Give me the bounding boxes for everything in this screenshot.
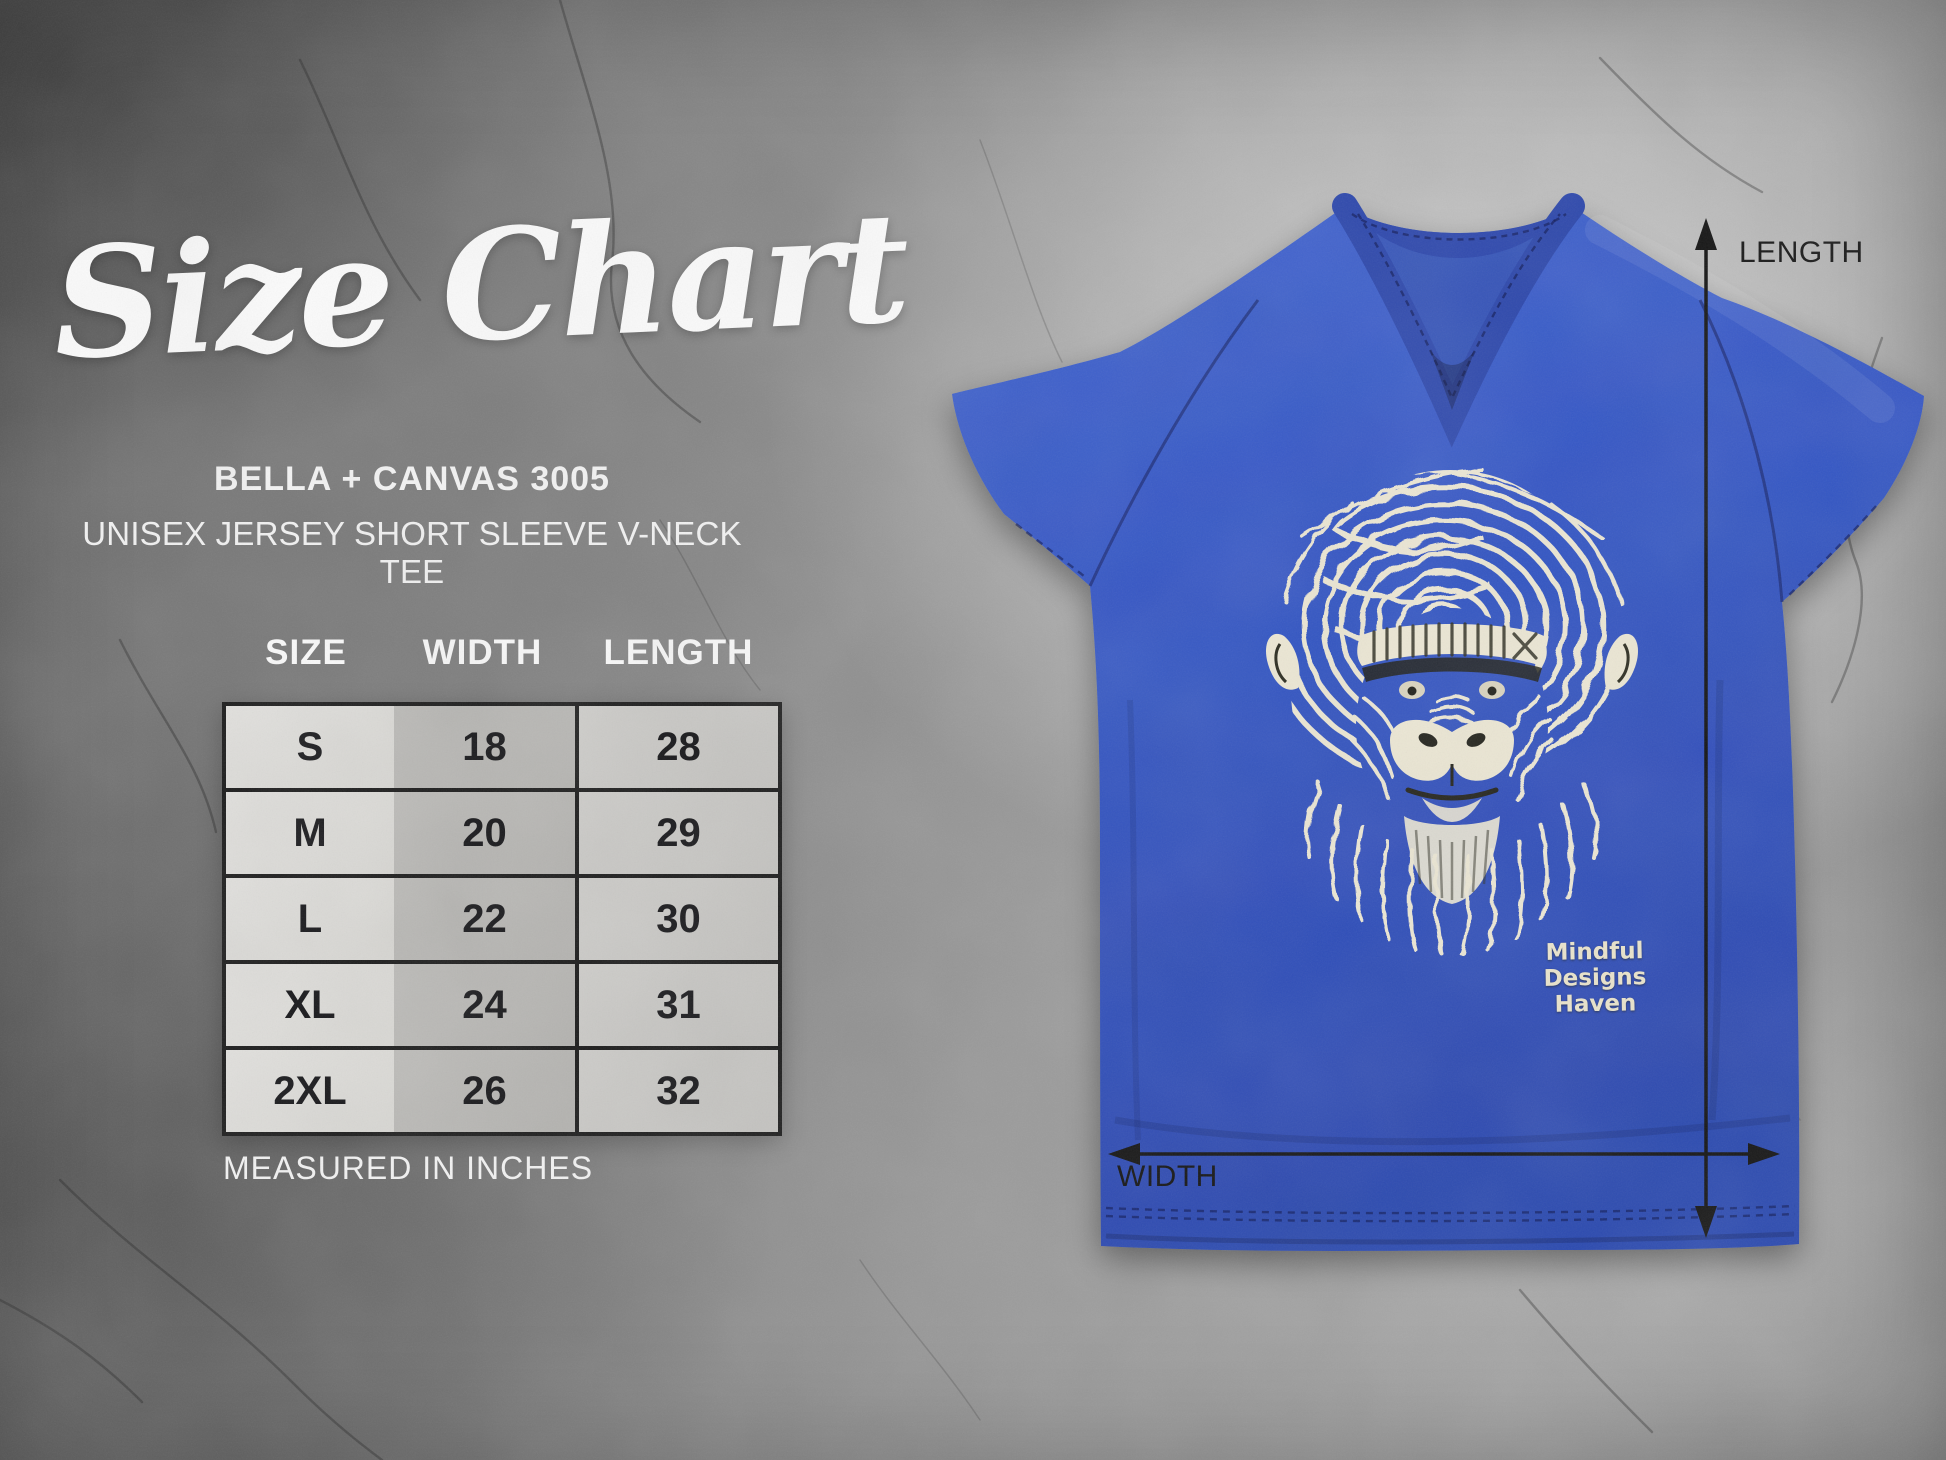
table-footnote: MEASURED IN INCHES <box>223 1150 594 1186</box>
size-table-cell: 22 <box>394 878 575 960</box>
size-table-cell: M <box>226 792 394 874</box>
column-header-length: LENGTH <box>603 633 754 672</box>
print-credit-line1: Mindful Designs <box>1543 938 1647 992</box>
size-table-row: XL 24 31 <box>226 964 778 1050</box>
column-header-width: WIDTH <box>422 633 543 672</box>
print-credit: Mindful Designs Haven <box>1509 938 1680 1019</box>
brand-line: BELLA + CANVAS 3005 <box>214 460 610 498</box>
size-table-cell: 24 <box>394 964 575 1046</box>
size-table-cell: 28 <box>575 706 778 788</box>
size-table-cell: 26 <box>394 1050 575 1132</box>
print-credit-line2: Haven <box>1554 989 1637 1018</box>
size-table-cell: 20 <box>394 792 575 874</box>
page-title: Size Chart <box>49 177 911 394</box>
size-table-cell: 32 <box>575 1050 778 1132</box>
width-dimension-label: WIDTH <box>1117 1160 1218 1193</box>
size-table-cell: XL <box>226 964 394 1046</box>
size-table-row: S 18 28 <box>226 706 778 792</box>
size-table: S 18 28 M 20 29 L 22 30 XL 24 31 2XL 26 32 <box>222 702 782 1136</box>
size-table-cell: 31 <box>575 964 778 1046</box>
size-table-cell: L <box>226 878 394 960</box>
column-header-size: SIZE <box>265 633 347 672</box>
size-table-cell: 29 <box>575 792 778 874</box>
size-table-cell: 18 <box>394 706 575 788</box>
size-table-cell: 30 <box>575 878 778 960</box>
size-table-row: 2XL 26 32 <box>226 1050 778 1132</box>
product-line: UNISEX JERSEY SHORT SLEEVE V-NECK TEE <box>82 515 742 590</box>
size-table-row: M 20 29 <box>226 792 778 878</box>
length-dimension-label: LENGTH <box>1739 236 1864 269</box>
size-table-cell: S <box>226 706 394 788</box>
size-table-headers: SIZE WIDTH LENGTH <box>222 633 782 673</box>
size-table-row: L 22 30 <box>226 878 778 964</box>
size-table-cell: 2XL <box>226 1050 394 1132</box>
